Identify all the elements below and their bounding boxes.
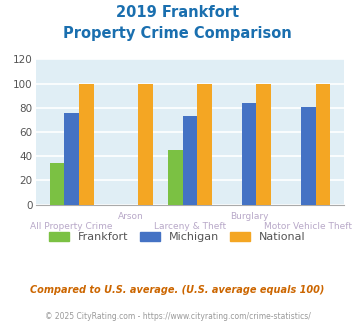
Bar bbox=[79, 83, 94, 205]
Bar bbox=[316, 83, 330, 205]
Bar bbox=[197, 83, 212, 205]
Text: Compared to U.S. average. (U.S. average equals 100): Compared to U.S. average. (U.S. average … bbox=[30, 285, 325, 295]
Legend: Frankfort, Michigan, National: Frankfort, Michigan, National bbox=[45, 228, 310, 247]
Text: Larceny & Theft: Larceny & Theft bbox=[154, 222, 226, 231]
Bar bbox=[256, 83, 271, 205]
Bar bbox=[64, 113, 79, 205]
Text: Property Crime Comparison: Property Crime Comparison bbox=[63, 26, 292, 41]
Bar bbox=[50, 163, 64, 205]
Text: All Property Crime: All Property Crime bbox=[31, 222, 113, 231]
Bar bbox=[182, 116, 197, 205]
Text: © 2025 CityRating.com - https://www.cityrating.com/crime-statistics/: © 2025 CityRating.com - https://www.city… bbox=[45, 312, 310, 321]
Text: Arson: Arson bbox=[118, 212, 144, 221]
Bar bbox=[168, 150, 182, 205]
Bar bbox=[301, 107, 316, 205]
Text: 2019 Frankfort: 2019 Frankfort bbox=[116, 5, 239, 20]
Text: Motor Vehicle Theft: Motor Vehicle Theft bbox=[264, 222, 352, 231]
Bar bbox=[242, 103, 256, 205]
Bar bbox=[138, 83, 153, 205]
Text: Burglary: Burglary bbox=[230, 212, 268, 221]
